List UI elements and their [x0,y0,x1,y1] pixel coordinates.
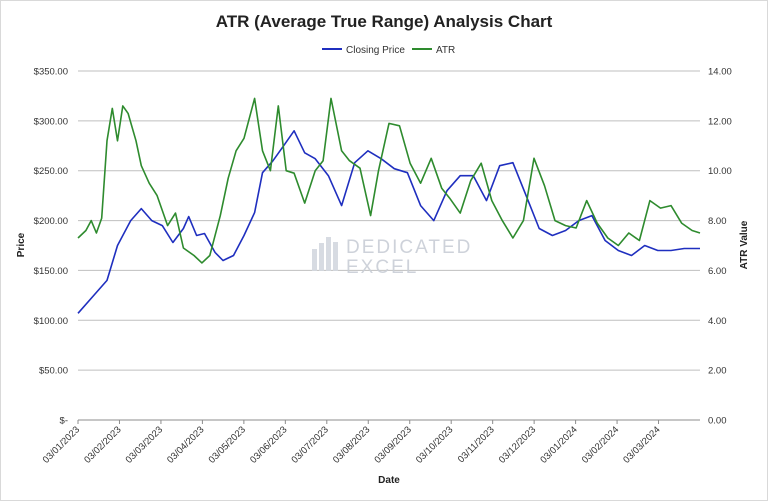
x-tick-label: 03/02/2024 [580,424,621,465]
watermark: DEDICATED EXCEL [312,237,472,278]
closing-price-line [77,130,700,314]
x-tick-label: 03/06/2023 [248,424,289,465]
x-tick-label: 03/03/2024 [621,424,662,465]
y-left-tick-label: $250.00 [34,166,68,177]
x-tick-label: 03/01/2023 [41,424,82,465]
x-tick-label: 03/08/2023 [331,424,372,465]
atr-line [77,97,701,264]
series-layer [77,97,701,314]
y-left-tick-label: $150.00 [34,266,68,277]
x-tick-label: 03/05/2023 [207,424,248,465]
x-tick-label: 03/03/2023 [124,424,165,465]
y-right-tick-label: 0.00 [708,416,727,427]
y-axis-right-ticks: 0.00 2.00 4.00 6.00 8.00 10.00 12.00 14.00 [708,67,732,427]
y-left-tick-label: $200.00 [34,216,68,227]
legend-atr-label: ATR [436,45,455,56]
y-right-tick-label: 12.00 [708,116,732,127]
y-left-tick-label: $350.00 [34,67,68,78]
x-tick-label: 03/01/2024 [538,424,579,465]
y-axis-left-label: Price [16,232,27,257]
x-tick-label: 03/12/2023 [497,424,538,465]
x-axis-ticks: 03/01/2023 03/02/2023 03/03/2023 03/04/2023… [41,420,663,466]
legend: Closing Price ATR [322,45,455,56]
legend-closing-price-label: Closing Price [346,45,405,56]
x-tick-label: 03/04/2023 [165,424,206,465]
chart-title: ATR (Average True Range) Analysis Chart [216,12,553,31]
y-right-tick-label: 8.00 [708,216,727,227]
watermark-line2: EXCEL [346,257,418,278]
y-right-tick-label: 2.00 [708,366,727,377]
y-left-tick-label: $100.00 [34,316,68,327]
x-tick-label: 03/10/2023 [414,424,455,465]
y-left-tick-label: $300.00 [34,116,68,127]
gridlines [78,70,700,421]
y-left-tick-label: $50.00 [39,366,68,377]
x-tick-label: 03/02/2023 [82,424,123,465]
watermark-line1: DEDICATED [346,237,472,258]
y-right-tick-label: 6.00 [708,266,727,277]
x-tick-label: 03/07/2023 [290,424,331,465]
y-right-tick-label: 4.00 [708,316,727,327]
x-tick-label: 03/11/2023 [456,424,497,465]
y-axis-left-ticks: $- $50.00 $100.00 $150.00 $200.00 $250.00 $300… [34,67,68,427]
y-right-tick-label: 10.00 [708,166,732,177]
y-left-tick-label: $- [60,416,68,427]
x-tick-label: 03/09/2023 [372,424,413,465]
y-right-tick-label: 14.00 [708,67,732,78]
y-axis-right-label: ATR Value [739,220,750,269]
x-axis-label: Date [378,475,400,486]
watermark-logo-icon [312,237,338,271]
